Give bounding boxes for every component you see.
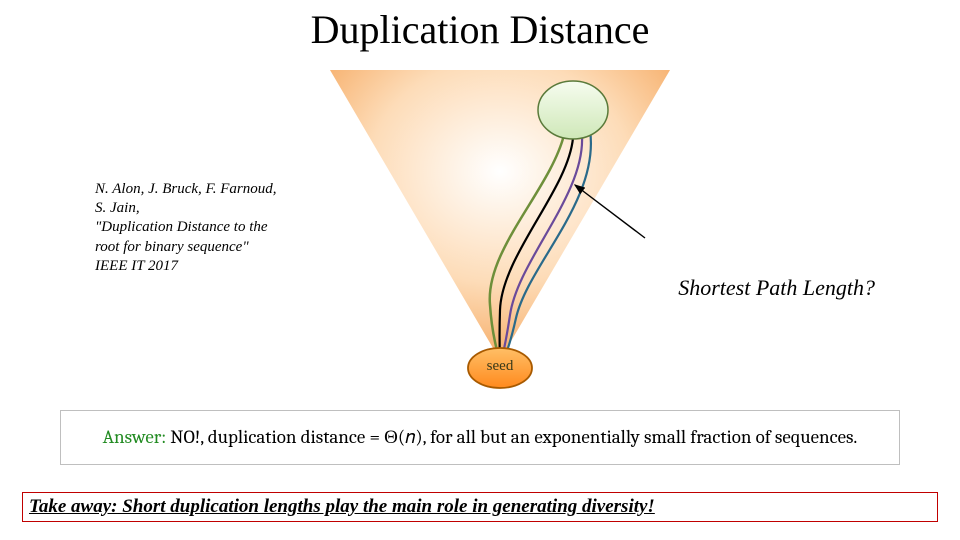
citation-block: N. Alon, J. Bruck, F. Farnoud, S. Jain, … xyxy=(95,180,290,276)
triangle-diagram xyxy=(300,60,700,390)
citation-authors: N. Alon, J. Bruck, F. Farnoud, S. Jain, xyxy=(95,181,277,216)
citation-paper: "Duplication Distance to the root for bi… xyxy=(95,219,268,254)
answer-body-prefix: NO!, duplication distance = xyxy=(166,426,384,448)
answer-label: Answer: xyxy=(103,426,167,448)
answer-text: Answer: NO!, duplication distance = Θ(𝑛)… xyxy=(103,425,858,450)
question-text: Shortest Path Length? xyxy=(678,275,875,301)
answer-box: Answer: NO!, duplication distance = Θ(𝑛)… xyxy=(60,410,900,465)
takeaway-body: Short duplication lengths play the main … xyxy=(117,496,654,517)
slide-title: Duplication Distance xyxy=(0,6,960,53)
takeaway-text: Take away: Short duplication lengths pla… xyxy=(29,496,655,518)
citation-venue: IEEE IT 2017 xyxy=(95,258,178,274)
answer-body-suffix: , for all but an exponentially small fra… xyxy=(423,426,858,448)
seed-label: seed xyxy=(482,358,518,375)
takeaway-label: Take away: xyxy=(29,496,117,517)
top-node xyxy=(538,81,608,139)
takeaway-box: Take away: Short duplication lengths pla… xyxy=(22,492,938,522)
answer-formula: Θ(𝑛) xyxy=(384,426,422,448)
